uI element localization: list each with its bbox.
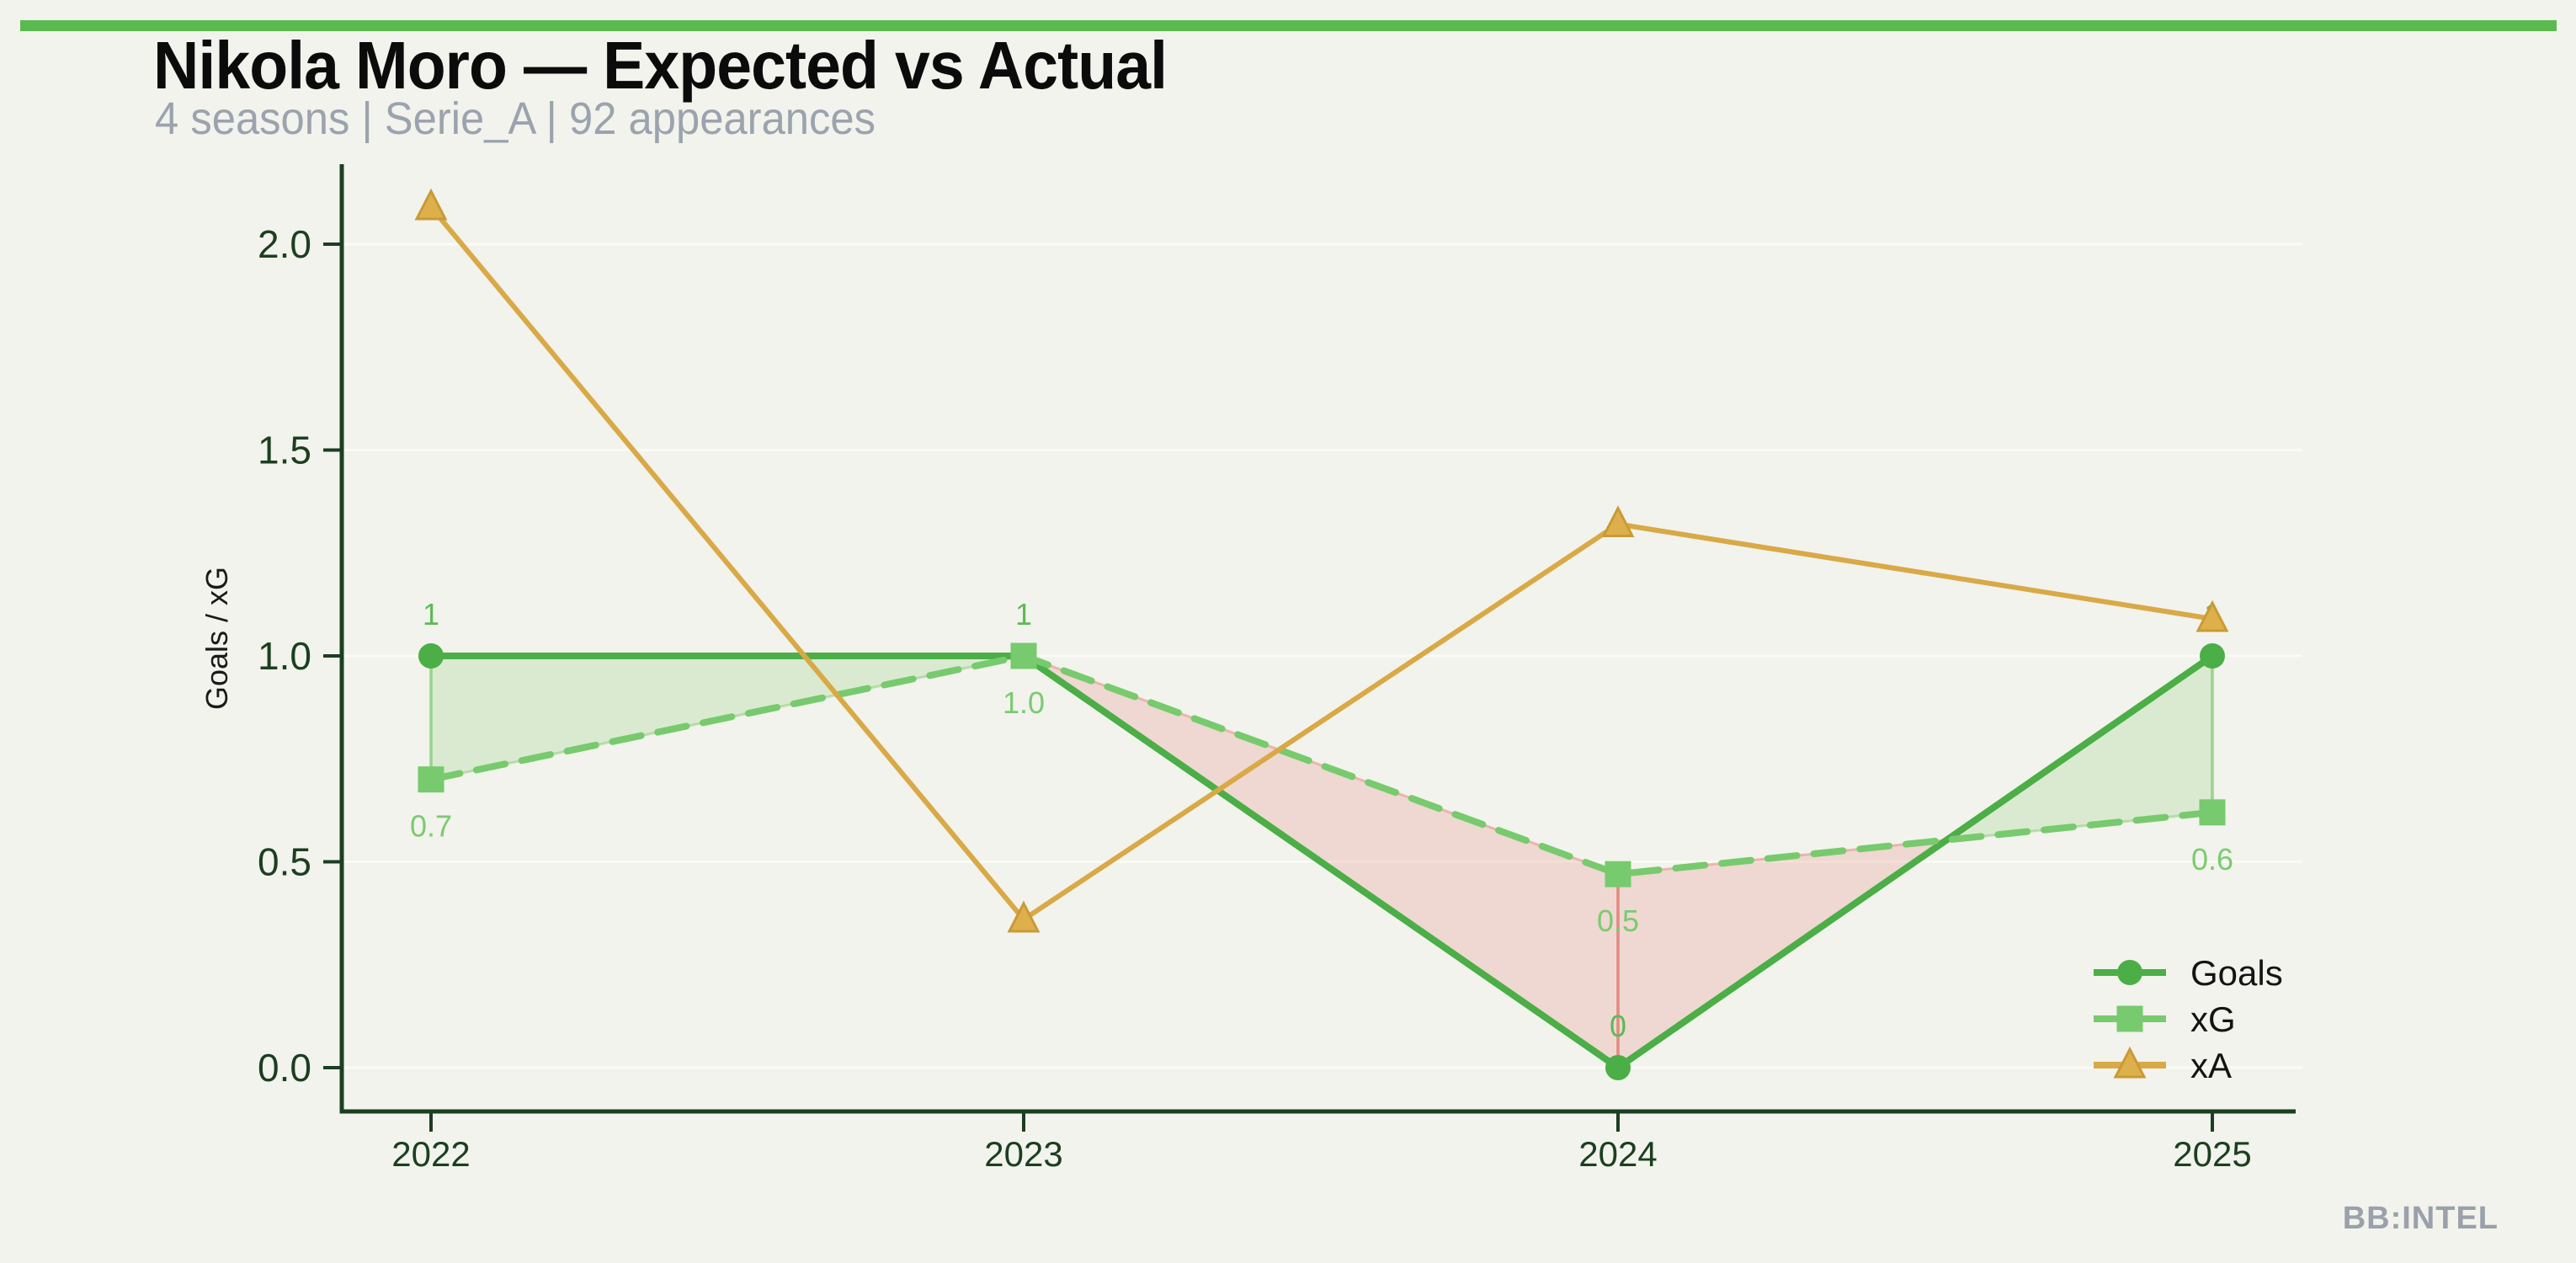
xa-marker	[414, 188, 448, 221]
xg-point-label: 0.5	[1597, 903, 1639, 938]
legend-triangle-marker	[2113, 1046, 2147, 1079]
legend-label-xg: xG	[2190, 999, 2236, 1039]
goals-marker	[1605, 1055, 1631, 1080]
goals-point-label: 0	[1610, 1009, 1626, 1043]
chart-subtitle: 4 seasons | Serie_A | 92 appearances	[155, 93, 876, 144]
goals-point-label: 1	[423, 597, 439, 632]
xa-marker	[1601, 505, 1635, 538]
top-accent-bar	[20, 20, 2557, 31]
xg-point-label: 0.6	[2191, 842, 2233, 877]
y-axis-title: Goals / xG	[200, 567, 234, 710]
watermark: BB:INTEL	[2342, 1201, 2499, 1236]
x-tick-label: 2024	[1578, 1134, 1657, 1174]
xg-marker	[418, 766, 444, 793]
xa-line	[428, 204, 2215, 922]
xa-marker	[1007, 900, 1041, 933]
xg-point-label: 1.0	[1003, 685, 1045, 720]
x-tick-label: 2025	[2173, 1134, 2251, 1174]
y-tick-label: 0.0	[258, 1046, 311, 1090]
goals-marker	[418, 643, 444, 669]
goals-marker	[2200, 643, 2225, 669]
legend-label-goals: Goals	[2190, 953, 2283, 993]
x-tick-label: 2022	[391, 1134, 470, 1174]
xg-marker	[1010, 642, 1037, 669]
y-tick-label: 2.0	[258, 222, 311, 266]
goals-point-label: 1	[1015, 597, 1032, 632]
y-tick-label: 1.0	[258, 634, 311, 678]
y-tick-label: 0.5	[258, 840, 311, 884]
x-tick-label: 2023	[984, 1134, 1062, 1174]
y-tick-label: 1.5	[258, 429, 311, 472]
xa-marker	[2195, 600, 2229, 632]
chart-title: Nikola Moro — Expected vs Actual	[153, 28, 1168, 103]
xg-marker	[2199, 799, 2226, 826]
legend-label-xa: xA	[2190, 1046, 2232, 1085]
xg-point-label: 0.7	[410, 809, 452, 844]
legend-square-marker	[2116, 1005, 2143, 1032]
legend-circle-marker	[2117, 960, 2142, 985]
xg-marker	[1605, 861, 1631, 887]
goals-line	[428, 653, 2216, 1071]
xg-line	[428, 653, 2216, 878]
